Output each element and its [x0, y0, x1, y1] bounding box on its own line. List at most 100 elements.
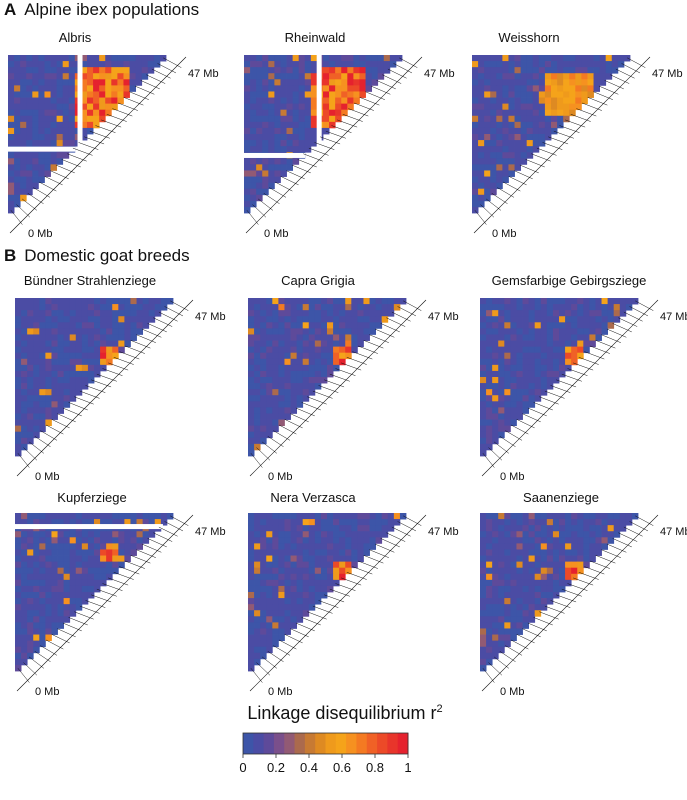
- ld-cell: [15, 364, 22, 372]
- ld-cell: [595, 328, 602, 335]
- ld-cell: [154, 310, 162, 317]
- ld-cell: [492, 604, 499, 611]
- ld-cell: [534, 567, 542, 575]
- ld-cell: [33, 334, 40, 341]
- ld-triangle-panel: 47 Mb0 Mb: [14, 513, 226, 698]
- ld-cell: [45, 537, 52, 544]
- ld-cell: [327, 525, 334, 532]
- ld-cell: [26, 97, 33, 105]
- ld-cell: [599, 61, 607, 68]
- ld-cell: [347, 85, 354, 92]
- ld-cell: [290, 598, 298, 605]
- ld-cell: [508, 91, 515, 98]
- ld-cell: [502, 121, 509, 129]
- ld-cell: [540, 549, 548, 556]
- ld-cell: [532, 79, 540, 86]
- ld-cell: [248, 328, 255, 335]
- ld-cell: [502, 127, 509, 135]
- ld-cell: [381, 310, 389, 317]
- ld-cell: [33, 370, 40, 378]
- ld-cell: [248, 567, 255, 575]
- ld-cell: [296, 549, 304, 556]
- ld-cell: [486, 346, 493, 354]
- ld-cell: [292, 55, 300, 62]
- ld-cell: [310, 61, 318, 68]
- ld-cell: [296, 334, 304, 341]
- ld-cell: [80, 91, 88, 98]
- marker-line: [51, 634, 70, 644]
- ld-cell: [130, 531, 137, 538]
- ld-cell: [480, 592, 487, 599]
- ld-cell: [124, 304, 131, 311]
- axis-label-bottom: 0 Mb: [35, 686, 59, 698]
- ld-cell: [304, 146, 312, 153]
- ld-cell: [546, 370, 554, 378]
- colorbar-segment: [325, 733, 337, 754]
- ld-cell: [502, 158, 509, 165]
- ld-cell: [75, 310, 83, 317]
- ld-cell: [256, 176, 263, 184]
- ld-cell: [320, 334, 328, 341]
- ld-cell: [284, 358, 291, 366]
- ld-cell: [256, 73, 263, 80]
- ld-triangle-panel: 47 Mb0 Mb: [248, 513, 459, 698]
- ld-cell: [27, 573, 34, 581]
- ld-cell: [510, 573, 517, 581]
- ld-cell: [480, 437, 487, 445]
- ld-cell: [248, 419, 255, 427]
- ld-cell: [522, 389, 530, 396]
- ld-cell: [314, 531, 322, 538]
- ld-cell: [286, 109, 294, 117]
- ld-cell: [56, 158, 64, 165]
- ld-cell: [559, 531, 566, 538]
- ld-cell: [20, 188, 27, 196]
- ld-cell: [504, 634, 511, 642]
- ld-cell: [353, 97, 360, 105]
- ld-cell: [248, 592, 255, 599]
- ld-cell: [99, 85, 106, 92]
- chromosome-axis: [16, 514, 194, 692]
- ld-cell: [33, 646, 40, 654]
- ld-cell: [504, 340, 511, 348]
- ld-cell: [256, 91, 263, 98]
- ld-cell: [130, 513, 137, 520]
- ld-cell: [290, 549, 298, 556]
- ld-cell: [278, 585, 285, 593]
- ld-cell: [480, 616, 487, 623]
- ld-cell: [363, 334, 370, 341]
- ld-cell: [69, 310, 77, 317]
- ld-cell: [284, 592, 291, 599]
- marker-line: [380, 323, 400, 333]
- ld-cell: [248, 304, 255, 311]
- ld-cell: [502, 152, 509, 159]
- ld-cell: [587, 55, 594, 62]
- ld-cell: [486, 592, 493, 599]
- ld-cell: [490, 170, 497, 177]
- ld-cell: [551, 67, 558, 74]
- ld-cell: [254, 401, 261, 408]
- ld-cell: [87, 61, 94, 68]
- ld-cell: [569, 91, 576, 98]
- ld-cell: [480, 567, 487, 575]
- ld-cell: [248, 449, 255, 457]
- ld-cell: [81, 519, 89, 526]
- ld-cell: [260, 604, 267, 611]
- ld-cell: [8, 152, 15, 159]
- ld-cell: [100, 531, 107, 538]
- ld-cell: [577, 531, 584, 538]
- ld-cell: [347, 61, 354, 68]
- ld-cell: [94, 537, 101, 544]
- ld-cell: [87, 91, 94, 98]
- ld-cell: [502, 67, 509, 74]
- ld-cell: [563, 109, 570, 117]
- ld-cell: [63, 310, 71, 317]
- ld-cell: [244, 79, 251, 86]
- ld-cell: [502, 79, 509, 86]
- ld-cell: [502, 103, 509, 111]
- ld-cell: [538, 67, 546, 74]
- ld-cell: [256, 158, 263, 165]
- ld-cell: [21, 561, 28, 569]
- ld-cell: [272, 310, 279, 317]
- ld-cell: [262, 134, 269, 141]
